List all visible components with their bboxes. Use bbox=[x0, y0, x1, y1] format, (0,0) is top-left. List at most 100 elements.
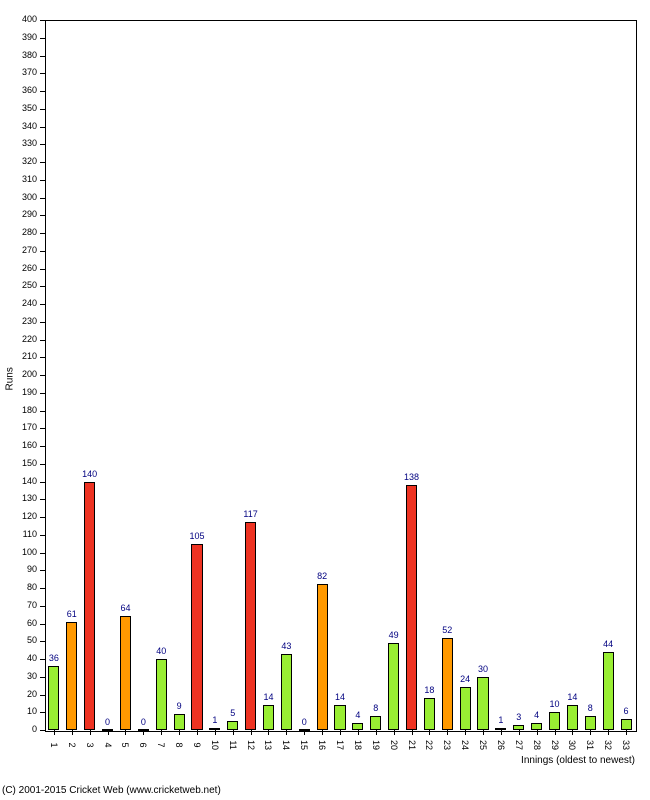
y-tick-mark bbox=[40, 251, 45, 252]
y-tick-label: 140 bbox=[7, 476, 37, 486]
y-tick-mark bbox=[40, 411, 45, 412]
bar-value-label: 14 bbox=[557, 692, 587, 702]
bar bbox=[299, 729, 310, 731]
bar bbox=[352, 723, 363, 730]
y-tick-mark bbox=[40, 269, 45, 270]
y-tick-label: 250 bbox=[7, 280, 37, 290]
x-tick-label: 14 bbox=[281, 735, 291, 755]
bar-value-label: 8 bbox=[575, 703, 605, 713]
x-tick-label: 25 bbox=[478, 735, 488, 755]
x-tick-label: 12 bbox=[246, 735, 256, 755]
chart-container: 0102030405060708090100110120130140150160… bbox=[0, 0, 650, 800]
y-tick-label: 90 bbox=[7, 564, 37, 574]
y-tick-label: 0 bbox=[7, 724, 37, 734]
bar bbox=[585, 716, 596, 730]
y-tick-label: 280 bbox=[7, 227, 37, 237]
bar-value-label: 8 bbox=[361, 703, 391, 713]
y-tick-label: 10 bbox=[7, 706, 37, 716]
x-tick-label: 27 bbox=[514, 735, 524, 755]
bar-value-label: 5 bbox=[218, 708, 248, 718]
x-tick-label: 24 bbox=[460, 735, 470, 755]
y-tick-label: 270 bbox=[7, 245, 37, 255]
y-tick-mark bbox=[40, 73, 45, 74]
x-tick-label: 28 bbox=[532, 735, 542, 755]
bar bbox=[66, 622, 77, 730]
bar-value-label: 40 bbox=[146, 646, 176, 656]
x-tick-label: 20 bbox=[389, 735, 399, 755]
y-tick-label: 150 bbox=[7, 458, 37, 468]
x-tick-label: 22 bbox=[424, 735, 434, 755]
y-tick-label: 50 bbox=[7, 635, 37, 645]
y-tick-mark bbox=[40, 20, 45, 21]
bar bbox=[84, 482, 95, 731]
y-tick-mark bbox=[40, 286, 45, 287]
y-tick-mark bbox=[40, 428, 45, 429]
y-tick-label: 310 bbox=[7, 174, 37, 184]
bar bbox=[513, 725, 524, 730]
x-tick-label: 29 bbox=[550, 735, 560, 755]
y-axis-label: Runs bbox=[5, 371, 16, 391]
x-tick-label: 8 bbox=[174, 735, 184, 755]
bar-value-label: 6 bbox=[611, 706, 641, 716]
y-tick-mark bbox=[40, 730, 45, 731]
bar-value-label: 0 bbox=[93, 717, 123, 727]
y-tick-mark bbox=[40, 482, 45, 483]
y-tick-mark bbox=[40, 606, 45, 607]
y-tick-mark bbox=[40, 127, 45, 128]
y-tick-label: 110 bbox=[7, 529, 37, 539]
y-tick-label: 320 bbox=[7, 156, 37, 166]
x-axis-label: Innings (oldest to newest) bbox=[521, 755, 635, 766]
bar bbox=[424, 698, 435, 730]
y-tick-label: 390 bbox=[7, 32, 37, 42]
bar-value-label: 36 bbox=[39, 653, 69, 663]
x-tick-label: 5 bbox=[120, 735, 130, 755]
y-tick-mark bbox=[40, 535, 45, 536]
bar-value-label: 82 bbox=[307, 571, 337, 581]
y-tick-label: 210 bbox=[7, 351, 37, 361]
bar bbox=[174, 714, 185, 730]
bar-value-label: 43 bbox=[271, 641, 301, 651]
y-tick-mark bbox=[40, 56, 45, 57]
y-tick-mark bbox=[40, 109, 45, 110]
y-tick-label: 170 bbox=[7, 422, 37, 432]
y-tick-label: 60 bbox=[7, 618, 37, 628]
y-tick-mark bbox=[40, 180, 45, 181]
x-tick-label: 26 bbox=[496, 735, 506, 755]
x-tick-label: 23 bbox=[442, 735, 452, 755]
y-tick-label: 300 bbox=[7, 192, 37, 202]
x-tick-label: 1 bbox=[49, 735, 59, 755]
y-tick-label: 260 bbox=[7, 263, 37, 273]
y-tick-mark bbox=[40, 38, 45, 39]
x-tick-label: 17 bbox=[335, 735, 345, 755]
bar bbox=[209, 728, 220, 730]
y-tick-mark bbox=[40, 499, 45, 500]
bar-value-label: 61 bbox=[57, 609, 87, 619]
bar bbox=[227, 721, 238, 730]
bar-value-label: 52 bbox=[432, 625, 462, 635]
x-tick-label: 7 bbox=[156, 735, 166, 755]
y-tick-label: 100 bbox=[7, 547, 37, 557]
y-tick-mark bbox=[40, 91, 45, 92]
bar-value-label: 140 bbox=[75, 469, 105, 479]
bar-value-label: 24 bbox=[450, 674, 480, 684]
x-tick-label: 2 bbox=[67, 735, 77, 755]
x-tick-label: 3 bbox=[85, 735, 95, 755]
y-tick-mark bbox=[40, 144, 45, 145]
y-tick-label: 380 bbox=[7, 50, 37, 60]
bar bbox=[370, 716, 381, 730]
y-tick-label: 40 bbox=[7, 653, 37, 663]
y-tick-label: 240 bbox=[7, 298, 37, 308]
y-tick-label: 120 bbox=[7, 511, 37, 521]
x-tick-label: 4 bbox=[103, 735, 113, 755]
x-tick-label: 10 bbox=[210, 735, 220, 755]
y-tick-mark bbox=[40, 553, 45, 554]
y-tick-label: 230 bbox=[7, 316, 37, 326]
y-tick-mark bbox=[40, 446, 45, 447]
y-tick-mark bbox=[40, 357, 45, 358]
y-tick-mark bbox=[40, 198, 45, 199]
y-tick-label: 340 bbox=[7, 121, 37, 131]
x-tick-label: 32 bbox=[603, 735, 613, 755]
bar bbox=[48, 666, 59, 730]
copyright-text: (C) 2001-2015 Cricket Web (www.cricketwe… bbox=[2, 785, 221, 796]
y-tick-mark bbox=[40, 570, 45, 571]
